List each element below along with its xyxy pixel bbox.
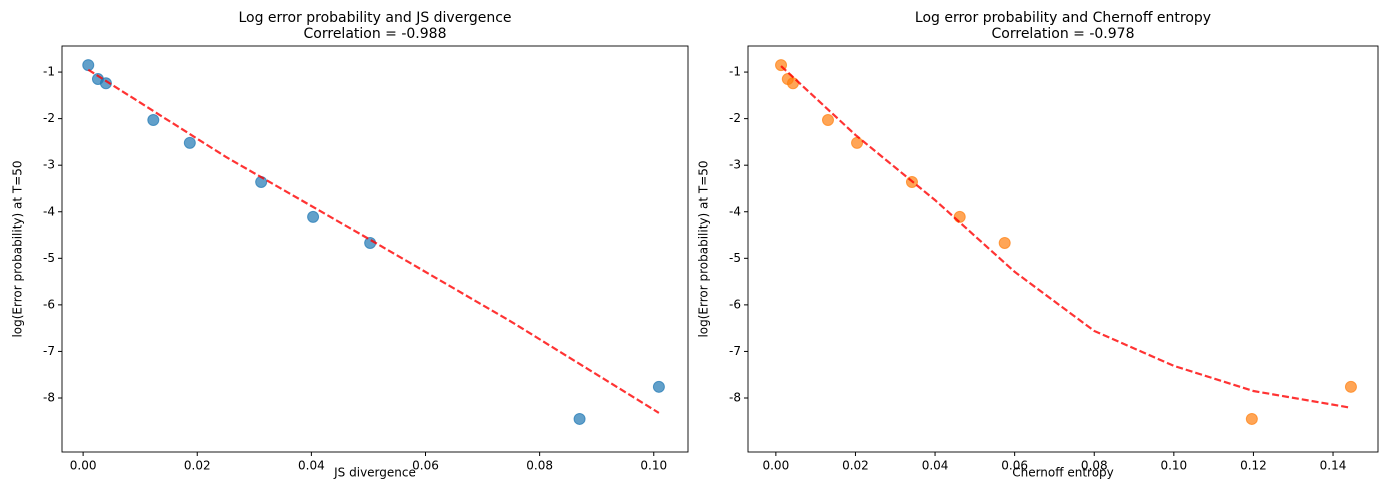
y-axis-label: log(Error probability) at T=50	[11, 160, 25, 337]
plot-frame	[61, 45, 689, 453]
y-tick-label: -7	[729, 344, 741, 358]
y-tick-label: -6	[43, 297, 55, 311]
x-tick-label: 0.02	[184, 459, 211, 473]
scatter-point	[953, 210, 966, 223]
fit-line	[87, 68, 660, 414]
y-tick-label: -8	[43, 390, 55, 404]
scatter-point	[851, 136, 864, 149]
chart-subtitle: Correlation = -0.978	[992, 26, 1135, 42]
scatter-point	[183, 136, 196, 149]
y-tick-label: -2	[43, 111, 55, 125]
chart-title: Log error probability and JS divergence	[238, 10, 511, 26]
y-tick-label: -2	[729, 111, 741, 125]
y-tick-label: -4	[43, 204, 55, 218]
x-tick-label: 0.10	[640, 459, 667, 473]
y-tick-label: -6	[729, 297, 741, 311]
scatter-point	[307, 210, 320, 223]
fit-line	[780, 65, 1352, 409]
y-tick-label: -1	[729, 65, 741, 79]
scatter-point	[573, 412, 586, 425]
scatter-point	[1344, 380, 1357, 393]
x-tick-label: 0.08	[1081, 459, 1108, 473]
x-tick-label: 0.04	[298, 459, 325, 473]
y-tick-label: -5	[729, 251, 741, 265]
x-tick-label: 0.00	[762, 459, 789, 473]
y-tick-label: -4	[729, 204, 741, 218]
y-axis-label: log(Error probability) at T=50	[697, 160, 711, 337]
plot-frame	[747, 45, 1379, 453]
x-tick-label: 0.10	[1160, 459, 1187, 473]
x-tick-label: 0.06	[1001, 459, 1028, 473]
x-tick-label: 0.14	[1320, 459, 1347, 473]
y-tick-label: -1	[43, 65, 55, 79]
y-tick-label: -3	[729, 158, 741, 172]
scatter-point	[82, 59, 95, 72]
y-tick-label: -7	[43, 344, 55, 358]
y-tick-label: -8	[729, 390, 741, 404]
scatter-point	[821, 114, 834, 127]
x-tick-label: 0.02	[842, 459, 869, 473]
y-tick-label: -5	[43, 251, 55, 265]
scatter-point	[1245, 412, 1258, 425]
x-axis-label: JS divergence	[333, 466, 416, 480]
scatter-point	[147, 114, 160, 127]
scatter-point	[998, 236, 1011, 249]
x-tick-label: 0.00	[70, 459, 97, 473]
x-axis-label: Chernoff entropy	[1012, 466, 1114, 480]
scatter-point	[652, 380, 665, 393]
x-tick-label: 0.12	[1240, 459, 1267, 473]
chart-title: Log error probability and Chernoff entro…	[915, 10, 1211, 26]
x-tick-label: 0.04	[922, 459, 949, 473]
x-tick-label: 0.08	[526, 459, 553, 473]
y-tick-label: -3	[43, 158, 55, 172]
x-tick-label: 0.06	[412, 459, 439, 473]
chart-subtitle: Correlation = -0.988	[304, 26, 447, 42]
